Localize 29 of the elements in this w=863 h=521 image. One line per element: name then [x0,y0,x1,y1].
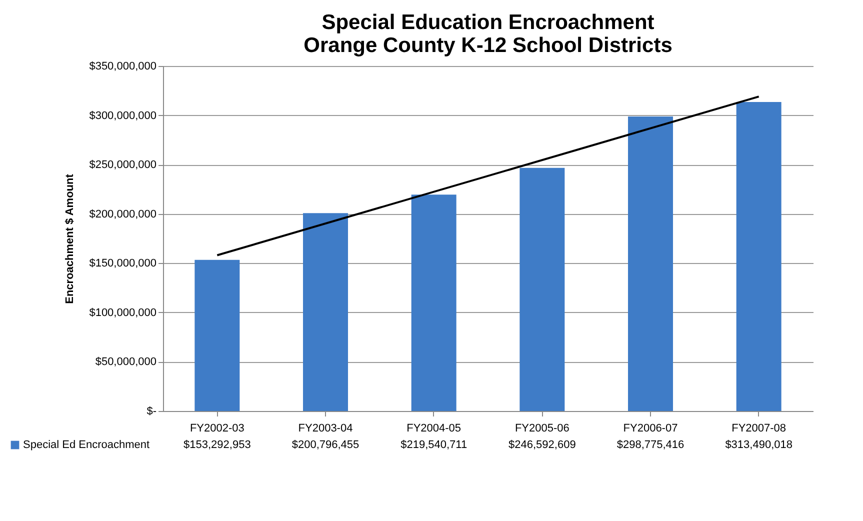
y-tick-label: $- [146,406,157,418]
x-tick-label: FY2004-05 [406,422,462,434]
y-tick-label: $250,000,000 [89,159,156,172]
x-tick-label: FY2006-07 [623,422,678,434]
x-tick-label: FY2005-06 [514,422,570,434]
y-tick-label: $300,000,000 [89,110,156,122]
data-label: $219,540,711 [400,439,468,451]
bar [736,102,782,411]
data-label: $313,490,018 [725,439,792,451]
data-label: $298,775,416 [616,439,684,451]
y-tick-label: $350,000,000 [89,60,156,72]
y-tick-label: $100,000,000 [89,306,156,319]
y-tick-label: $150,000,000 [89,258,156,270]
data-label: $200,796,455 [292,439,360,451]
bar [411,194,456,411]
x-tick-label: FY2002-03 [190,422,244,434]
y-axis-title: Encroachment $ Amount [64,174,76,304]
x-tick-label: FY2003-04 [298,422,353,434]
data-label: $246,592,609 [508,439,576,451]
bar [303,213,348,411]
y-tick-label: $50,000,000 [95,356,156,368]
legend-label: Special Ed Encroachment [23,439,150,451]
chart-title: Special Education Encroachment Orange County K-12 School Districts [304,11,672,57]
x-tick-label: FY2007-08 [732,422,786,434]
bar [628,116,673,411]
y-tick-label: $200,000,000 [89,208,156,220]
data-label: $153,292,953 [184,439,251,451]
bar [520,168,565,411]
bar [194,260,240,411]
